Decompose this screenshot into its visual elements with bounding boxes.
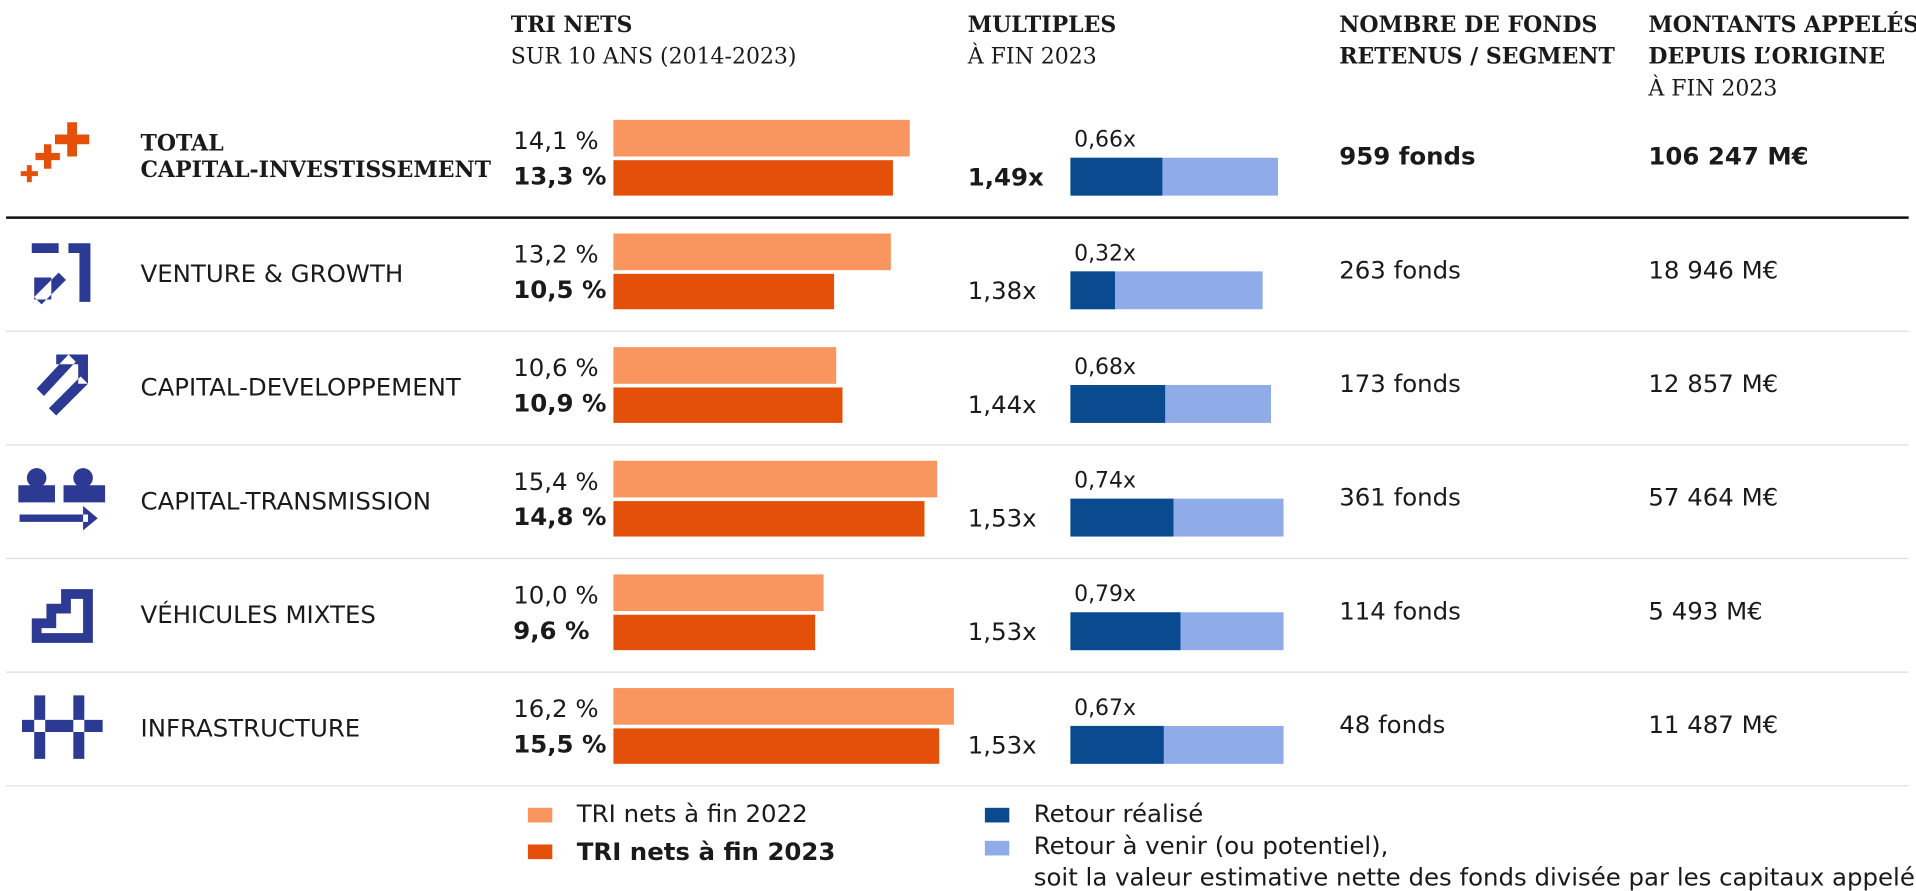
tri-2022-bar — [613, 119, 910, 157]
segment-icon — [26, 468, 93, 488]
legend-label: soit la valeur estimative nette des fond… — [1034, 863, 1916, 891]
segment-name: INFRASTRUCTURE — [141, 714, 361, 743]
segment-icon — [31, 243, 91, 305]
realized-label: 0,66x — [1074, 128, 1136, 153]
header-title: MONTANTS APPELÉS — [1648, 11, 1916, 38]
funds-count: 959 fonds — [1339, 142, 1475, 171]
tri-2022-label: 13,2 % — [513, 239, 598, 268]
tri-2022-bar — [613, 688, 954, 725]
legend-swatch — [527, 807, 553, 823]
legend-swatch — [984, 807, 1010, 823]
segment-icon — [36, 354, 88, 416]
segment-name: VÉHICULES MIXTES — [141, 600, 376, 629]
legend-label: Retour à venir (ou potentiel), — [1034, 831, 1389, 860]
tri-2022-label: 16,2 % — [513, 694, 598, 723]
tri-2022-label: 10,6 % — [513, 353, 598, 382]
multiple-label: 1,53x — [968, 503, 1037, 532]
realized-label: 0,67x — [1074, 696, 1136, 721]
tri-2023-bar — [613, 273, 835, 310]
funds-count: 173 fonds — [1339, 369, 1461, 398]
tri-2023-label: 13,3 % — [513, 161, 606, 190]
header-title: DEPUIS L’ORIGINE — [1648, 44, 1885, 70]
header-subtitle: SUR 10 ANS (2014-2023) — [511, 45, 797, 70]
tri-2022-bar — [613, 233, 891, 271]
tri-2023-bar — [613, 387, 843, 423]
header-title: RETENUS / SEGMENT — [1339, 44, 1615, 70]
segment-name: CAPITAL-DEVELOPPEMENT — [141, 373, 461, 402]
legend-swatch — [527, 844, 553, 860]
tri-2023-bar — [613, 160, 893, 196]
funds-count: 263 fonds — [1339, 255, 1461, 284]
amount: 12 857 M€ — [1648, 369, 1778, 398]
legend-label: TRI nets à fin 2022 — [576, 799, 808, 828]
tri-2022-bar — [613, 460, 938, 498]
realized-bar — [1070, 157, 1163, 196]
segment-icon — [54, 122, 90, 157]
header-title: NOMBRE DE FONDS — [1339, 12, 1597, 38]
tri-2022-label: 10,0 % — [513, 580, 598, 609]
tri-2022-label: 15,4 % — [513, 467, 598, 496]
segment-name: VENTURE & GROWTH — [141, 259, 404, 288]
funds-count: 48 fonds — [1339, 710, 1445, 739]
realized-label: 0,68x — [1074, 355, 1136, 380]
tri-2023-bar — [613, 614, 816, 651]
segment-icon — [21, 695, 103, 759]
multiple-label: 1,49x — [968, 163, 1044, 192]
segment-icon — [18, 485, 106, 531]
realized-label: 0,74x — [1074, 469, 1136, 494]
amount: 18 946 M€ — [1648, 255, 1778, 284]
tri-2023-label: 15,5 % — [513, 729, 606, 758]
amount: 57 464 M€ — [1648, 483, 1778, 512]
realized-bar — [1070, 498, 1174, 537]
tri-2023-bar — [613, 728, 940, 764]
tri-2023-label: 10,9 % — [513, 389, 606, 418]
realized-bar — [1070, 385, 1166, 423]
multiple-label: 1,44x — [968, 390, 1037, 419]
realized-bar — [1070, 725, 1164, 764]
segment-icon — [31, 589, 93, 643]
realized-label: 0,32x — [1074, 241, 1136, 266]
header-title: TRI NETS — [511, 12, 633, 38]
segment-name: TOTAL — [141, 130, 224, 156]
amount: 5 493 M€ — [1648, 596, 1762, 625]
funds-count: 361 fonds — [1339, 483, 1461, 512]
multiple-label: 1,53x — [968, 617, 1037, 646]
tri-2022-bar — [613, 347, 837, 384]
header-subtitle: À FIN 2023 — [1647, 74, 1777, 101]
amount: 106 247 M€ — [1648, 142, 1808, 171]
tri-2022-bar — [613, 574, 824, 612]
multiple-label: 1,53x — [968, 731, 1037, 760]
header-subtitle: À FIN 2023 — [967, 43, 1097, 70]
segment-name: CAPITAL-TRANSMISSION — [141, 486, 432, 515]
legend-label: TRI nets à fin 2023 — [577, 837, 836, 866]
realized-label: 0,79x — [1074, 582, 1136, 607]
legend-label: Retour réalisé — [1034, 799, 1204, 828]
funds-count: 114 fonds — [1339, 596, 1461, 625]
realized-bar — [1070, 271, 1115, 310]
tri-2023-label: 9,6 % — [513, 616, 589, 645]
segment-name: CAPITAL-INVESTISSEMENT — [141, 157, 492, 183]
tri-2023-label: 10,5 % — [513, 275, 606, 304]
amount: 11 487 M€ — [1648, 710, 1778, 739]
segment-icon — [35, 144, 60, 169]
header-title: MULTIPLES — [968, 12, 1116, 38]
realized-bar — [1070, 612, 1181, 651]
tri-2023-bar — [613, 501, 925, 537]
tri-2022-label: 14,1 % — [513, 126, 598, 155]
tri-2023-label: 14,8 % — [513, 502, 606, 531]
legend-swatch — [984, 840, 1010, 856]
multiple-label: 1,38x — [968, 276, 1037, 305]
segment-icon — [20, 165, 38, 183]
